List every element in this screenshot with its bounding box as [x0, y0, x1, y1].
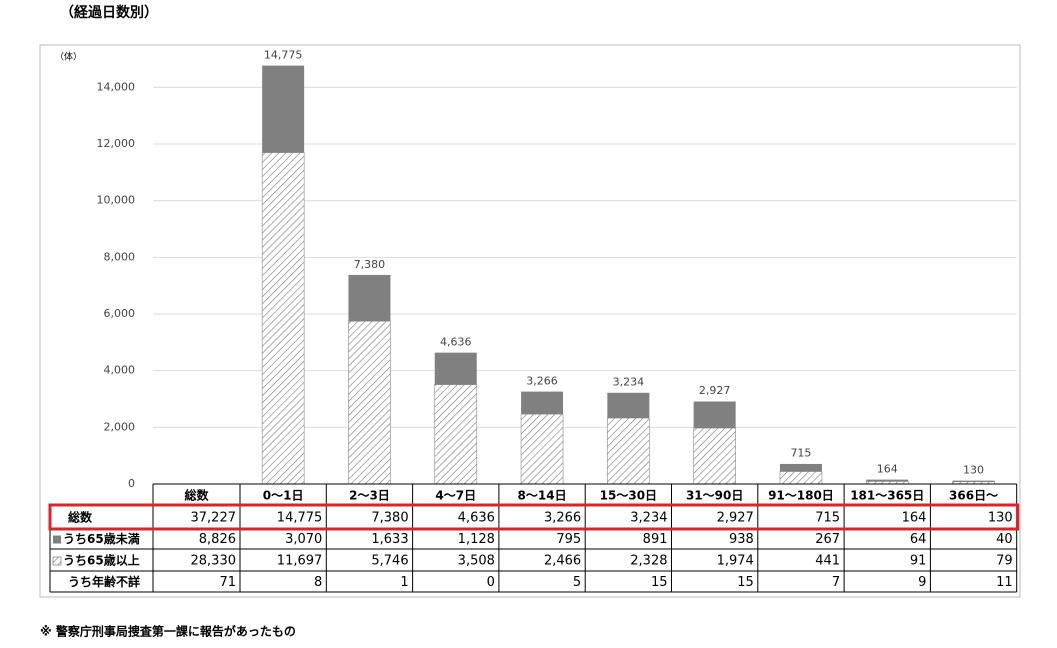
header-cell: 366日～: [949, 489, 998, 503]
bar-segment: [434, 352, 477, 385]
bar-segment: [952, 480, 995, 482]
cell: 79: [996, 554, 1013, 569]
cell: 7: [832, 575, 840, 590]
header-cell: 8～14日: [518, 489, 567, 503]
cell: 37,227: [191, 511, 237, 526]
cell: 2,328: [630, 554, 667, 569]
cell: 3,508: [458, 554, 495, 569]
cell: 2,927: [717, 511, 754, 526]
cell: 91: [910, 554, 927, 569]
bar-total-label: 14,775: [264, 48, 303, 61]
bar-total-label: 715: [790, 447, 811, 460]
bar-segment: [693, 427, 736, 485]
cell: 15: [651, 575, 668, 590]
bar-total-label: 164: [877, 462, 898, 475]
bar-total-label: 7,380: [354, 258, 386, 271]
highlight-box: [48, 503, 1020, 531]
cell: 28,330: [191, 554, 237, 569]
cell: 891: [643, 532, 668, 547]
header-cell: 2～3日: [349, 489, 390, 503]
footnote: ※ 警察庁刑事局捜査第一課に報告があったもの: [40, 624, 296, 639]
cell: 715: [815, 511, 840, 526]
cell: 441: [815, 554, 840, 569]
bar-segment: [866, 479, 909, 482]
bar-segment: [607, 392, 650, 419]
cell: 938: [729, 532, 754, 547]
row-label: うち年齢不詳: [68, 574, 140, 589]
unit: （体）: [55, 51, 82, 63]
cell: 8,826: [199, 532, 236, 547]
row-label: うち65歳以上: [63, 553, 140, 568]
cell: 64: [910, 532, 927, 547]
legend-swatch: [52, 556, 62, 566]
cell: 130: [988, 511, 1013, 526]
y-tick-label: 12,000: [97, 137, 136, 150]
title: （経過日数別）: [60, 4, 158, 21]
cell: 7,380: [371, 511, 408, 526]
bar-total-label: 3,266: [526, 374, 558, 387]
bar-total-label: 2,927: [699, 384, 731, 397]
cell: 11,697: [277, 554, 323, 569]
row-label: うち65歳未満: [63, 531, 140, 546]
cell: 3,234: [630, 511, 667, 526]
bar-segment: [261, 152, 305, 485]
cell: 1,974: [717, 554, 754, 569]
bar-segment: [607, 417, 650, 485]
header-cell: 181～365日: [850, 489, 924, 503]
y-tick-label: 2,000: [104, 420, 136, 433]
cell: 40: [996, 532, 1013, 547]
cell: 5,746: [371, 554, 408, 569]
row-label: 総数: [68, 510, 93, 525]
cell: 3,266: [544, 511, 581, 526]
header-cell: 総数: [184, 488, 209, 503]
header-cell: 4～7日: [435, 489, 476, 503]
y-tick-label: 14,000: [97, 80, 136, 93]
bar-total-label: 130: [963, 463, 984, 476]
cell: 3,070: [285, 532, 322, 547]
bar-segment: [693, 401, 736, 429]
y-tick-label: 10,000: [97, 194, 136, 207]
cell: 8: [314, 575, 322, 590]
header-cell: 15～30日: [600, 489, 657, 503]
bar-segment: [434, 384, 478, 485]
cell: 5: [573, 575, 581, 590]
cell: 795: [556, 532, 581, 547]
y-tick-label: 0: [128, 477, 135, 490]
cell: 1,633: [371, 532, 408, 547]
frame: [39, 44, 1021, 598]
header-cell: 91～180日: [768, 489, 834, 503]
bar-total-label: 3,234: [613, 375, 645, 388]
cell: 2,466: [544, 554, 581, 569]
cell: 164: [902, 511, 927, 526]
cell: 11: [996, 575, 1013, 590]
y-tick-label: 6,000: [104, 307, 136, 320]
cell: 0: [487, 575, 495, 590]
bar-segment: [779, 463, 822, 472]
bar-segment: [262, 65, 305, 153]
bar-total-label: 4,636: [440, 336, 472, 349]
bar-segment: [779, 471, 823, 485]
cell: 1,128: [458, 532, 495, 547]
cell: 9: [918, 575, 926, 590]
bar-segment: [348, 274, 391, 322]
header-cell: 0～1日: [263, 489, 304, 503]
cell: 14,775: [277, 511, 323, 526]
y-tick-label: 8,000: [104, 250, 136, 263]
bar-segment: [521, 391, 564, 415]
cell: 71: [219, 575, 236, 590]
cell: 1: [400, 575, 408, 590]
header-cell: 31～90日: [686, 489, 743, 503]
bar-segment: [348, 320, 391, 485]
y-tick-label: 4,000: [104, 364, 136, 377]
bar-segment: [520, 413, 564, 485]
cell: 4,636: [458, 511, 495, 526]
cell: 15: [737, 575, 754, 590]
legend-swatch: [53, 535, 61, 544]
cell: 267: [815, 532, 840, 547]
